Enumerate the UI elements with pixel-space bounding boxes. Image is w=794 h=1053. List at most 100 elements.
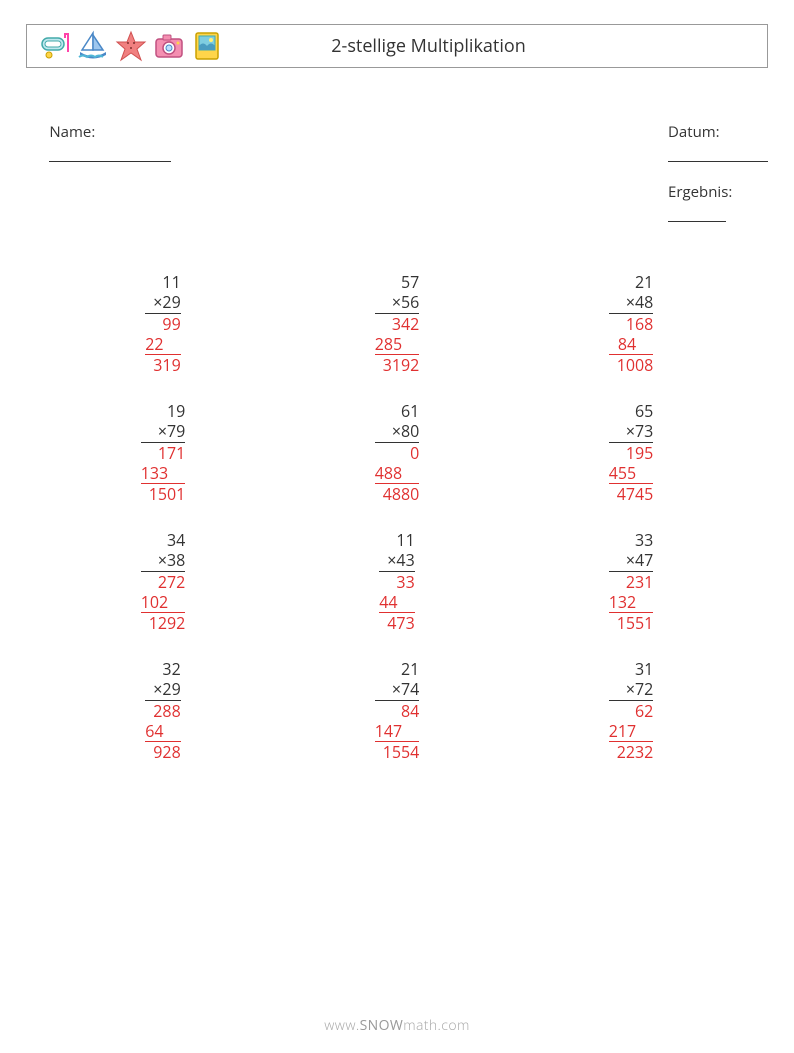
problem-stack: 57 ×56 342285 3192 bbox=[375, 272, 420, 375]
multiplier: ×80 bbox=[375, 421, 420, 441]
multiplicand: 19 bbox=[141, 401, 186, 421]
multiplicand: 31 bbox=[609, 659, 654, 679]
product: 3192 bbox=[375, 355, 420, 375]
partial-1: 62 bbox=[609, 700, 654, 721]
multiplicand: 11 bbox=[379, 530, 414, 550]
partial-1: 288 bbox=[145, 700, 180, 721]
problem-stack: 11×29 9922 319 bbox=[145, 272, 180, 375]
problems-grid: 11×29 9922 319 57 ×56 342285 3192 21 ×48… bbox=[26, 272, 768, 762]
multiplicand: 11 bbox=[145, 272, 180, 292]
name-field: Name: bbox=[26, 102, 171, 242]
partial-1: 272 bbox=[141, 571, 186, 592]
date-label: Datum: bbox=[668, 122, 720, 142]
problem-2: 57 ×56 342285 3192 bbox=[300, 272, 494, 375]
product: 4880 bbox=[375, 484, 420, 504]
product: 1008 bbox=[609, 355, 654, 375]
problem-stack: 65 ×73 195455 4745 bbox=[609, 401, 654, 504]
partial-2: 22 bbox=[145, 334, 180, 355]
problem-stack: 19 ×79 171133 1501 bbox=[141, 401, 186, 504]
date-underline[interactable] bbox=[668, 147, 768, 162]
problem-stack: 21 ×74 84147 1554 bbox=[375, 659, 420, 762]
partial-2: 217 bbox=[609, 721, 654, 742]
footer-prefix: www. bbox=[324, 1016, 359, 1035]
multiplicand: 57 bbox=[375, 272, 420, 292]
product: 473 bbox=[379, 613, 414, 633]
multiplicand: 34 bbox=[141, 530, 186, 550]
product: 1292 bbox=[141, 613, 186, 633]
multiplicand: 65 bbox=[609, 401, 654, 421]
problem-9: 33 ×47 231132 1551 bbox=[534, 530, 728, 633]
info-row: Name: Datum: Ergebnis: bbox=[26, 102, 768, 242]
partial-2: 147 bbox=[375, 721, 420, 742]
partial-2: 455 bbox=[609, 463, 654, 484]
problem-stack: 32×2928864 928 bbox=[145, 659, 180, 762]
multiplier: ×47 bbox=[609, 550, 654, 570]
result-underline[interactable] bbox=[668, 207, 726, 222]
multiplier: ×29 bbox=[145, 679, 180, 699]
partial-1: 33 bbox=[379, 571, 414, 592]
name-label: Name: bbox=[49, 122, 95, 142]
multiplicand: 32 bbox=[145, 659, 180, 679]
partial-2: 102 bbox=[141, 592, 186, 613]
partial-2: 133 bbox=[141, 463, 186, 484]
partial-1: 168 bbox=[609, 313, 654, 334]
problem-11: 21 ×74 84147 1554 bbox=[300, 659, 494, 762]
partial-2: 44 bbox=[379, 592, 414, 613]
problem-stack: 34 ×38 272102 1292 bbox=[141, 530, 186, 633]
product: 928 bbox=[145, 742, 180, 762]
partial-2: 84 bbox=[609, 334, 654, 355]
footer: www.SNOWmath.com bbox=[0, 1016, 794, 1035]
multiplier: ×74 bbox=[375, 679, 420, 699]
multiplier: ×72 bbox=[609, 679, 654, 699]
partial-1: 171 bbox=[141, 442, 186, 463]
multiplier: ×29 bbox=[145, 292, 180, 312]
problem-stack: 31 ×72 62217 2232 bbox=[609, 659, 654, 762]
product: 4745 bbox=[609, 484, 654, 504]
partial-1: 231 bbox=[609, 571, 654, 592]
worksheet-page: 2-stellige Multiplikation Name: Datum: E… bbox=[0, 0, 794, 1053]
multiplier: ×73 bbox=[609, 421, 654, 441]
multiplicand: 61 bbox=[375, 401, 420, 421]
problem-4: 19 ×79 171133 1501 bbox=[66, 401, 260, 504]
problem-10: 32×2928864 928 bbox=[66, 659, 260, 762]
problem-8: 11×43 3344 473 bbox=[300, 530, 494, 633]
partial-2: 132 bbox=[609, 592, 654, 613]
partial-1: 99 bbox=[145, 313, 180, 334]
footer-suffix: math.com bbox=[403, 1016, 470, 1035]
problem-3: 21 ×48 168 84 1008 bbox=[534, 272, 728, 375]
name-underline[interactable] bbox=[49, 147, 171, 162]
problem-12: 31 ×72 62217 2232 bbox=[534, 659, 728, 762]
partial-1: 0 bbox=[375, 442, 420, 463]
multiplicand: 21 bbox=[609, 272, 654, 292]
problem-6: 65 ×73 195455 4745 bbox=[534, 401, 728, 504]
problem-1: 11×29 9922 319 bbox=[66, 272, 260, 375]
problem-stack: 21 ×48 168 84 1008 bbox=[609, 272, 654, 375]
problem-5: 61 ×80 0488 4880 bbox=[300, 401, 494, 504]
result-label: Ergebnis: bbox=[668, 182, 732, 202]
partial-1: 342 bbox=[375, 313, 420, 334]
worksheet-title: 2-stellige Multiplikation bbox=[103, 34, 754, 58]
header-box: 2-stellige Multiplikation bbox=[26, 24, 768, 68]
partial-1: 84 bbox=[375, 700, 420, 721]
problem-stack: 33 ×47 231132 1551 bbox=[609, 530, 654, 633]
partial-2: 488 bbox=[375, 463, 420, 484]
product: 1501 bbox=[141, 484, 186, 504]
problem-stack: 11×43 3344 473 bbox=[379, 530, 414, 633]
problem-7: 34 ×38 272102 1292 bbox=[66, 530, 260, 633]
product: 1551 bbox=[609, 613, 654, 633]
snorkel-icon bbox=[39, 30, 71, 62]
multiplicand: 21 bbox=[375, 659, 420, 679]
product: 2232 bbox=[609, 742, 654, 762]
date-result-group: Datum: Ergebnis: bbox=[645, 102, 768, 242]
multiplicand: 33 bbox=[609, 530, 654, 550]
partial-2: 64 bbox=[145, 721, 180, 742]
problem-stack: 61 ×80 0488 4880 bbox=[375, 401, 420, 504]
multiplier: ×56 bbox=[375, 292, 420, 312]
multiplier: ×48 bbox=[609, 292, 654, 312]
multiplier: ×79 bbox=[141, 421, 186, 441]
product: 1554 bbox=[375, 742, 420, 762]
multiplier: ×38 bbox=[141, 550, 186, 570]
partial-1: 195 bbox=[609, 442, 654, 463]
footer-brand: SNOW bbox=[360, 1016, 404, 1035]
product: 319 bbox=[145, 355, 180, 375]
